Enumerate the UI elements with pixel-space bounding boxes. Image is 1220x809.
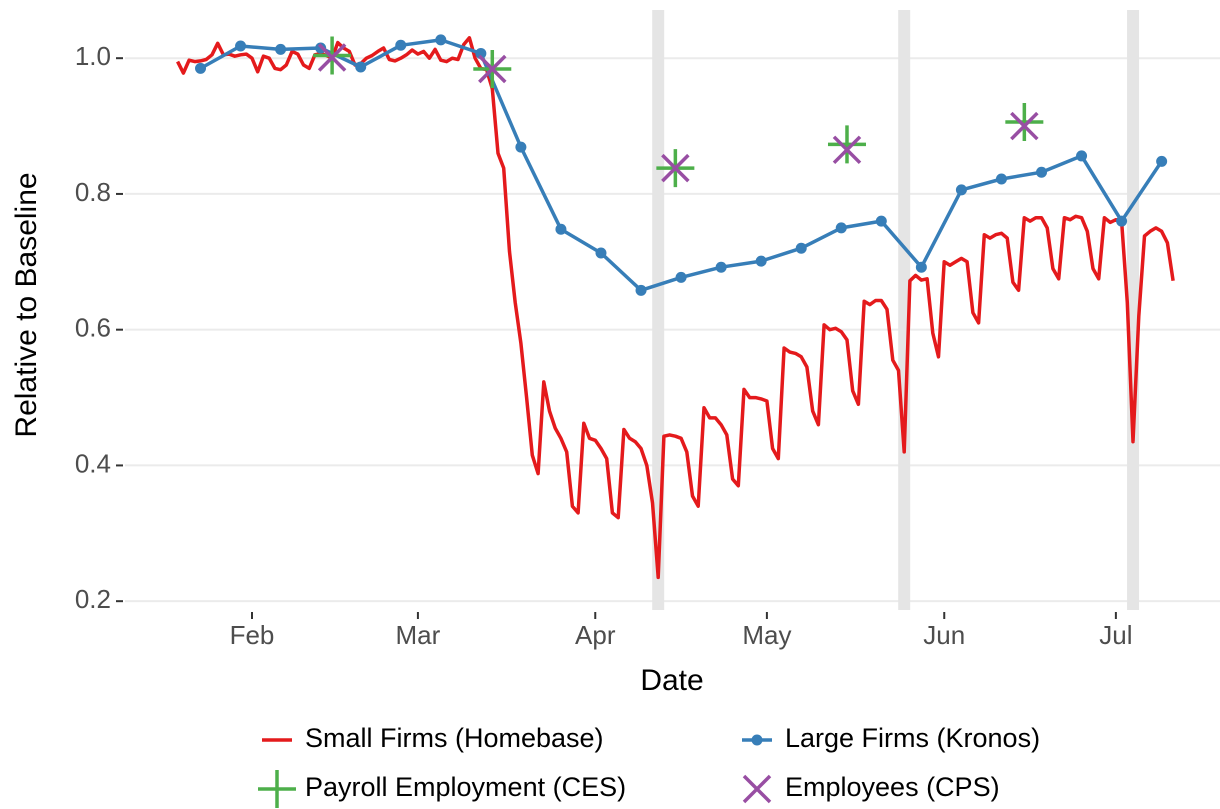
legend-label: Small Firms (Homebase) bbox=[305, 723, 604, 753]
point bbox=[751, 734, 763, 746]
y-tick-label: 0.8 bbox=[75, 177, 111, 207]
cross-marker bbox=[478, 54, 507, 84]
point bbox=[1116, 215, 1128, 227]
point bbox=[755, 255, 767, 267]
point bbox=[1036, 166, 1048, 178]
shaded-band bbox=[1127, 10, 1140, 610]
y-tick-label: 1.0 bbox=[75, 41, 111, 71]
point bbox=[435, 34, 447, 46]
legend-item: Small Firms (Homebase) bbox=[262, 723, 604, 753]
y-tick-label: 0.6 bbox=[75, 313, 111, 343]
plus-marker bbox=[258, 770, 296, 808]
legend-label: Large Firms (Kronos) bbox=[785, 723, 1040, 753]
point bbox=[515, 141, 527, 153]
cross-marker bbox=[742, 774, 772, 804]
cross-marker bbox=[317, 43, 347, 72]
x-tick-label: Jul bbox=[1099, 620, 1132, 650]
point bbox=[835, 222, 847, 234]
point bbox=[555, 223, 567, 235]
point bbox=[1156, 155, 1168, 167]
shaded-band bbox=[898, 10, 911, 610]
cross-marker bbox=[832, 135, 862, 165]
point bbox=[195, 62, 207, 74]
point bbox=[715, 261, 727, 273]
x-tick-label: May bbox=[742, 620, 791, 650]
x-tick-label: Feb bbox=[230, 620, 275, 650]
legend-item: Payroll Employment (CES) bbox=[258, 770, 626, 808]
x-tick-label: Apr bbox=[575, 620, 616, 650]
point bbox=[875, 215, 887, 227]
point bbox=[395, 39, 407, 51]
x-tick-label: Jun bbox=[923, 620, 965, 650]
point bbox=[915, 261, 927, 273]
legend-item: Large Firms (Kronos) bbox=[742, 723, 1040, 753]
point bbox=[995, 173, 1007, 185]
point bbox=[1076, 150, 1088, 162]
point bbox=[795, 242, 807, 254]
point bbox=[955, 184, 967, 196]
y-tick-label: 0.2 bbox=[75, 584, 111, 614]
point bbox=[475, 47, 487, 59]
x-tick-label: Mar bbox=[396, 620, 441, 650]
x-axis-title: Date bbox=[640, 664, 703, 697]
legend-label: Employees (CPS) bbox=[785, 772, 1000, 802]
cross-marker bbox=[661, 153, 690, 183]
point bbox=[675, 271, 687, 283]
point bbox=[595, 247, 607, 259]
cross-marker bbox=[1010, 111, 1039, 141]
plus-marker bbox=[1005, 102, 1044, 141]
legend-item: Employees (CPS) bbox=[742, 772, 1000, 804]
point bbox=[355, 61, 367, 73]
y-axis-title: Relative to Baseline bbox=[10, 172, 43, 437]
y-tick-label: 0.4 bbox=[75, 448, 111, 478]
point bbox=[635, 284, 647, 296]
legend-label: Payroll Employment (CES) bbox=[305, 772, 626, 802]
point bbox=[235, 40, 247, 52]
point bbox=[275, 43, 287, 55]
series-line bbox=[199, 38, 1164, 293]
plus-marker bbox=[827, 125, 866, 164]
